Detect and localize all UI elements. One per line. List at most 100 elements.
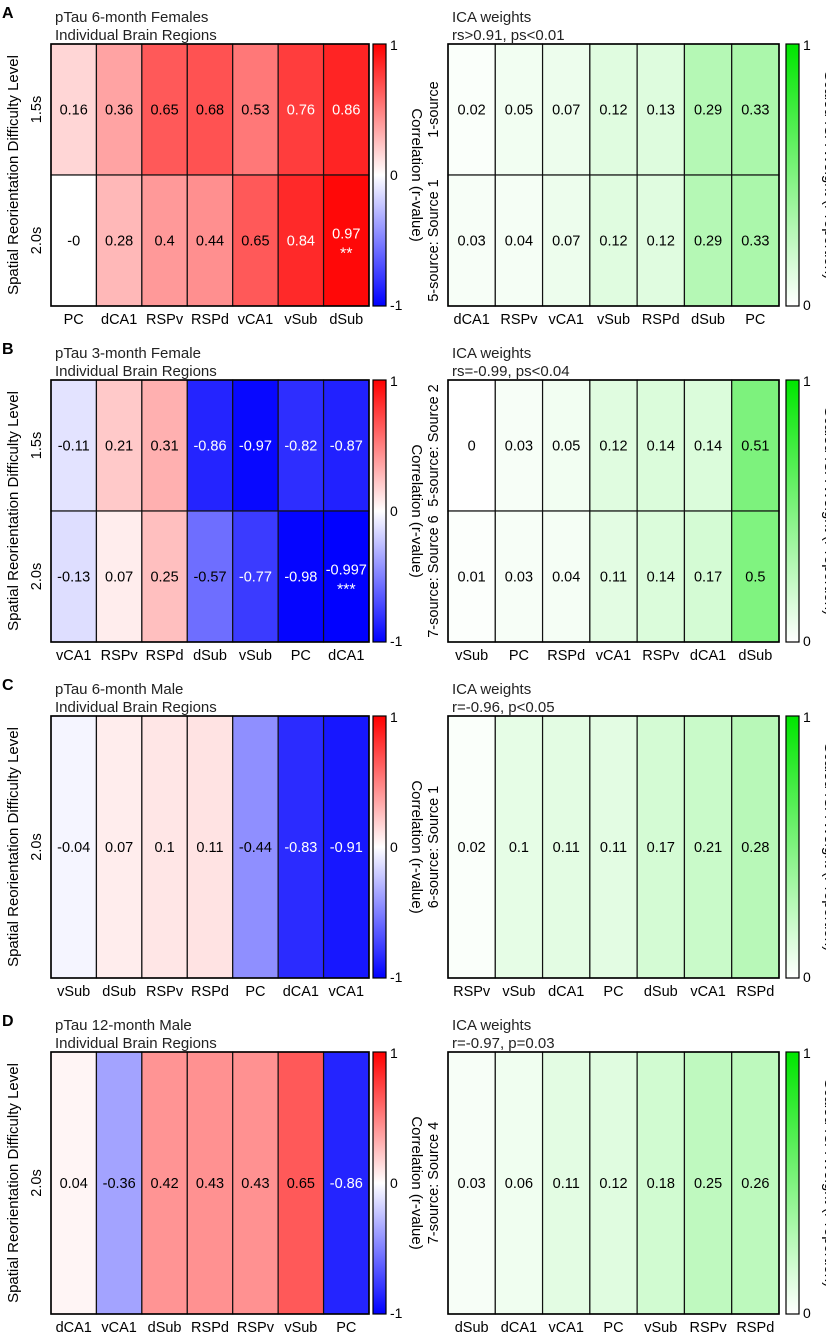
y-axis-label: Spatial Reorientation Difficulty Level (5, 1063, 22, 1303)
chart-title: pTau 12-month Male (55, 1017, 192, 1034)
heatmap-cell (141, 1051, 188, 1315)
panel-letter: C (2, 677, 14, 694)
cell-value-label: -0.87 (330, 439, 363, 455)
colorbar-max-label: 1 (390, 1045, 398, 1061)
cell-value-label: 0.53 (241, 103, 269, 119)
x-tick-label: PC (603, 1320, 623, 1336)
x-tick-label: PC (603, 984, 623, 1000)
chart-title: ICA weights (452, 9, 531, 26)
cell-value-label: -0.44 (239, 840, 272, 856)
x-tick-label: vCA1 (56, 648, 91, 664)
cell-value-label: 0.11 (600, 840, 627, 856)
cell-value-label: 0.02 (458, 103, 486, 119)
x-tick-label: dSub (644, 984, 678, 1000)
x-tick-label: vCA1 (329, 984, 364, 1000)
x-tick-label: RSPv (146, 984, 184, 1000)
colorbar-max-label: 1 (803, 709, 811, 725)
x-tick-label: PC (64, 312, 84, 328)
cell-value-label: 0.43 (196, 1176, 224, 1192)
cell-value-label: -0.13 (57, 570, 90, 586)
x-tick-label: dCA1 (328, 648, 364, 664)
colorbar-min-label: -1 (390, 633, 403, 649)
colorbar-mid-label: 0 (390, 1175, 398, 1191)
heatmap-cell (589, 43, 638, 176)
heatmap-cell (95, 510, 143, 643)
chart-title: pTau 6-month Females (55, 9, 208, 26)
colorbar-title: Correlation (r-value) (408, 780, 425, 913)
row-label: 2.0s (29, 833, 45, 860)
chart-subtitle: Individual Brain Regions (55, 699, 217, 716)
colorbar-max-label: 1 (390, 37, 398, 53)
cell-value-label: -0.86 (330, 1176, 363, 1192)
heatmap-cell (541, 1051, 591, 1315)
cell-value-label: 0.97 (332, 227, 360, 243)
cell-value-label: 0.01 (458, 570, 486, 586)
y-axis-label: Spatial Reorientation Difficulty Level (5, 391, 22, 631)
cell-value-label: 0.12 (599, 103, 627, 119)
cell-value-label: 0.25 (150, 570, 178, 586)
heatmap-cell (589, 1051, 638, 1315)
cell-value-label: -0.91 (330, 840, 363, 856)
cell-value-label: 0.65 (150, 103, 178, 119)
x-tick-label: vCA1 (101, 1320, 136, 1336)
cell-value-label: 0.04 (552, 570, 580, 586)
heatmap-cell (636, 715, 686, 979)
colorbar (785, 715, 800, 979)
x-tick-label: dCA1 (690, 648, 726, 664)
cell-value-label: 0.1 (509, 840, 529, 856)
cell-value-label: 0.21 (694, 840, 722, 856)
x-tick-label: dCA1 (454, 312, 490, 328)
x-tick-label: RSPd (191, 984, 229, 1000)
x-tick-label: vSub (284, 312, 317, 328)
row-label: 7-source: Source 4 (426, 1122, 442, 1245)
cell-value-label: -0.36 (103, 1176, 136, 1192)
heatmap-cell (141, 379, 188, 512)
row-label: 2.0s (29, 1169, 45, 1196)
row-label: 5-source: Source 2 (426, 384, 442, 507)
colorbar (785, 1051, 800, 1315)
cell-value-label: 0.07 (552, 234, 580, 250)
heatmap-cell (636, 1051, 686, 1315)
chart-subtitle: r=-0.97, p=0.03 (452, 1035, 555, 1052)
heatmap-cell (447, 43, 496, 176)
colorbar (372, 1051, 387, 1315)
cell-value-label: 0.14 (647, 570, 675, 586)
heatmap-cell (322, 379, 370, 512)
x-tick-label: RSPd (642, 312, 680, 328)
cell-value-label: -0.04 (57, 840, 90, 856)
x-tick-label: vSub (239, 648, 272, 664)
y-axis-label: Spatial Reorientation Difficulty Level (5, 55, 22, 295)
cell-value-label: 0.03 (458, 1176, 486, 1192)
colorbar-max-label: 1 (803, 37, 811, 53)
row-label: 2.0s (29, 563, 45, 590)
cell-value-label: 0.07 (105, 840, 133, 856)
grid-border (50, 1051, 370, 1315)
row-label: 1.5s (29, 96, 45, 123)
chart-subtitle: Individual Brain Regions (55, 363, 217, 380)
x-tick-label: RSPd (191, 1320, 229, 1336)
row-label: 1-source (426, 81, 442, 137)
colorbar-title: Scaled ICA Weight (Proportion) (821, 743, 826, 951)
heatmap-cell (636, 174, 686, 307)
cell-value-label: 0.51 (741, 439, 769, 455)
heatmap-cell (95, 43, 143, 176)
cell-value-label: 0.68 (196, 103, 224, 119)
heatmap-cell (683, 174, 733, 307)
colorbar-title: Correlation (r-value) (408, 444, 425, 577)
colorbar-min-label: -1 (390, 1305, 403, 1321)
heatmap-cell (232, 174, 279, 307)
cell-value-label: -0.83 (284, 840, 317, 856)
cell-value-label: 0.12 (599, 1176, 627, 1192)
chart-subtitle: rs=-0.99, ps<0.04 (452, 363, 570, 380)
cell-value-label: -0.86 (193, 439, 226, 455)
colorbar (372, 43, 387, 307)
x-tick-label: dCA1 (56, 1320, 92, 1336)
x-tick-label: vCA1 (596, 648, 631, 664)
chart-title: pTau 3-month Female (55, 345, 201, 362)
cell-value-label: 0.28 (741, 840, 769, 856)
cell-value-label: 0.14 (694, 439, 722, 455)
cell-value-label: 0.26 (741, 1176, 769, 1192)
cell-value-label: 0.03 (505, 570, 533, 586)
heatmap-cell (322, 1051, 370, 1315)
